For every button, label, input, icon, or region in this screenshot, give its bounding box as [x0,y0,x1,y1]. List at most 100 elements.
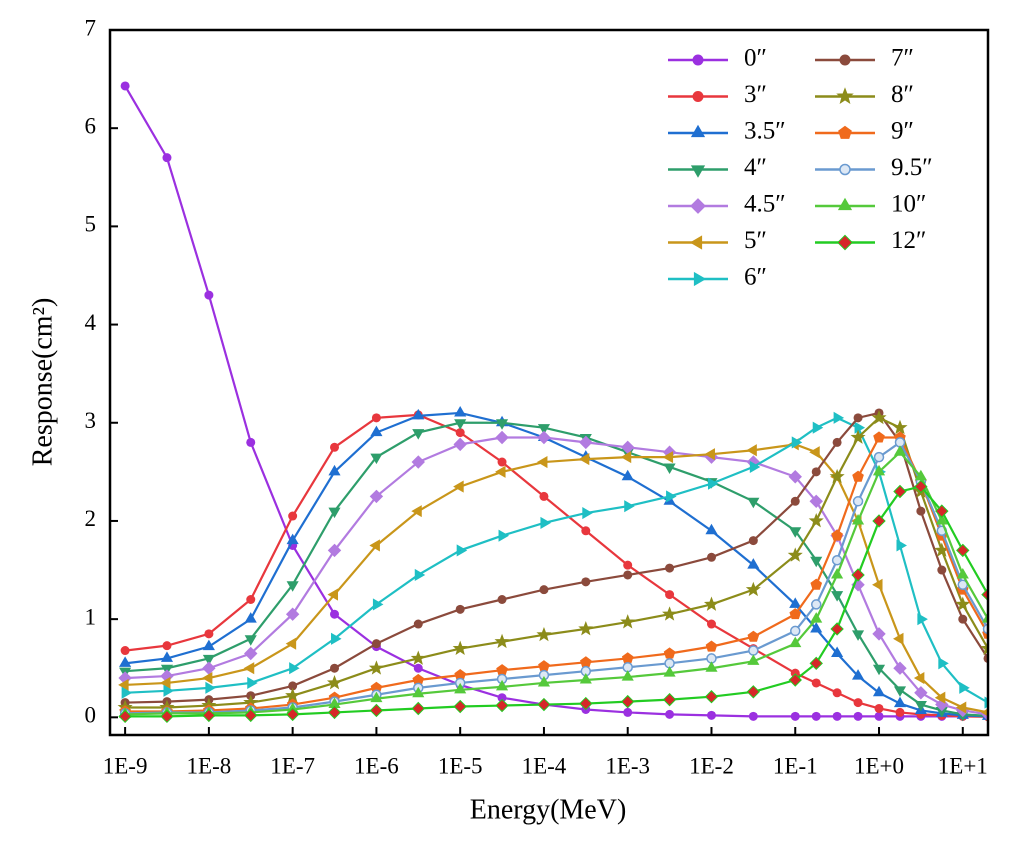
data-point [934,691,946,704]
data-point [120,646,130,656]
data-point [288,681,298,691]
data-point [536,626,552,642]
data-point [748,711,758,721]
series [120,410,988,722]
data-point [285,707,300,722]
data-point [455,428,465,438]
data-point [811,711,821,721]
data-point [536,455,548,469]
data-point [663,647,676,659]
data-point [244,646,258,661]
x-tick-label: 1E+1 [938,753,988,778]
data-point [326,675,343,690]
data-point [118,709,132,724]
y-tick-label: 0 [85,703,97,728]
data-point [892,632,904,645]
data-point [851,513,865,525]
data-point [244,635,257,646]
series-line [125,421,988,717]
data-point [621,694,635,709]
data-point [832,688,842,698]
data-point [328,507,341,519]
data-point [851,568,865,582]
data-point [810,578,823,590]
data-point [854,421,866,434]
data-point [369,703,384,718]
x-tick-label: 1E-3 [605,753,650,778]
data-point [748,536,758,546]
data-point [938,657,949,670]
data-point [789,527,802,538]
data-point [285,637,297,650]
data-point [537,697,551,712]
legend-marker [689,235,703,250]
data-point [956,567,969,579]
data-point [833,411,845,424]
data-point [454,405,467,417]
data-point [791,436,803,449]
y-tick-label: 3 [85,408,97,433]
data-point [705,640,718,652]
data-point [852,470,864,482]
data-point [706,619,716,629]
series-line [125,436,988,716]
data-point [748,645,759,656]
x-tick-label: 1E-7 [270,753,315,778]
data-point [874,703,884,713]
series [119,437,988,719]
data-point [662,606,678,621]
data-point [204,290,214,300]
data-point [704,448,715,461]
data-point [497,457,507,467]
data-point [160,651,174,662]
data-point [745,581,761,597]
data-point [892,419,908,435]
data-point [289,662,300,675]
data-point [850,429,866,444]
data-point [831,529,843,541]
legend-marker [690,124,706,138]
data-point [853,413,863,423]
data-point [747,558,760,569]
legend-label: 4″ [744,154,767,181]
legend-marker [836,87,854,104]
legend-label: 9.5″ [891,154,933,181]
data-point [498,529,510,542]
data-point [706,710,716,720]
data-point [413,663,423,673]
y-tick-label: 1 [85,604,97,629]
data-point [578,621,594,636]
x-tick-label: 1E-2 [689,753,734,778]
data-point [539,491,549,501]
legend-label: 3″ [744,81,767,108]
data-point [913,671,925,685]
data-point [746,444,757,457]
legend-label: 7″ [891,45,914,72]
data-point [893,484,907,499]
data-point [162,641,172,651]
data-point [160,709,174,724]
data-point [243,662,255,675]
data-point [202,639,215,651]
legend-label: 12″ [891,227,926,254]
legend-marker [837,197,853,211]
data-point [540,516,551,529]
data-point [914,701,927,712]
data-point [959,681,970,694]
data-point [331,632,342,645]
y-tick-label: 5 [85,212,97,237]
data-point [980,640,988,655]
data-point [914,469,927,481]
data-point [159,676,171,690]
data-point [665,709,675,719]
data-point [788,673,802,687]
data-point [121,686,133,699]
data-point [327,543,342,558]
data-point [413,619,423,629]
data-point [749,460,761,474]
data-point [873,431,885,443]
data-point [327,705,342,720]
data-point [790,496,800,506]
data-point [244,612,257,623]
data-point [494,633,510,649]
